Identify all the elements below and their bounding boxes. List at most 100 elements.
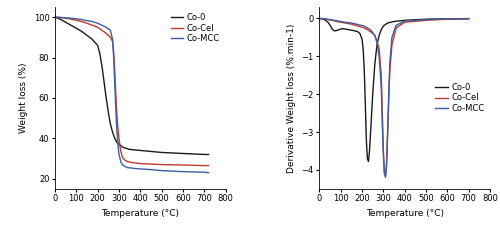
Co-MCC bbox=[389, 36, 395, 39]
Co-Cel bbox=[384, 131, 390, 133]
Co-Cel bbox=[368, 30, 374, 33]
Co-0 bbox=[112, 137, 117, 140]
Co-0 bbox=[361, 66, 367, 69]
Co-MCC bbox=[74, 17, 80, 20]
Co-0 bbox=[68, 24, 74, 27]
Co-Cel bbox=[120, 157, 126, 160]
Co-0 bbox=[327, 24, 333, 27]
Co-MCC bbox=[342, 21, 348, 24]
Co-0 bbox=[346, 28, 352, 31]
Co-0 bbox=[357, 32, 363, 35]
Co-0 bbox=[94, 44, 100, 47]
Co-Cel bbox=[378, 74, 384, 77]
Co-MCC bbox=[206, 171, 212, 174]
Co-Cel bbox=[110, 50, 116, 53]
Co-Cel bbox=[117, 145, 123, 148]
Co-Cel bbox=[110, 40, 116, 43]
Co-0 bbox=[378, 28, 384, 31]
Co-Cel bbox=[99, 29, 105, 32]
Co-Cel bbox=[325, 18, 331, 21]
Co-0 bbox=[364, 157, 370, 160]
Co-Cel bbox=[202, 164, 207, 167]
Co-0 bbox=[374, 43, 380, 46]
Co-MCC bbox=[148, 168, 154, 171]
Co-MCC bbox=[120, 164, 126, 167]
Co-MCC bbox=[382, 172, 388, 175]
Co-Cel bbox=[206, 164, 212, 167]
Co-Cel bbox=[74, 19, 80, 22]
Co-Cel bbox=[382, 174, 388, 177]
Co-Cel bbox=[103, 32, 109, 35]
Co-0 bbox=[359, 38, 365, 41]
Co-Cel bbox=[84, 22, 90, 25]
Co-MCC bbox=[374, 42, 380, 44]
Co-Cel bbox=[376, 47, 382, 50]
Legend: Co-0, Co-Cel, Co-MCC: Co-0, Co-Cel, Co-MCC bbox=[169, 11, 222, 45]
Co-0 bbox=[370, 93, 376, 96]
Co-MCC bbox=[110, 56, 116, 59]
Co-0 bbox=[332, 30, 338, 32]
Co-MCC bbox=[348, 21, 354, 24]
Line: Co-Cel: Co-Cel bbox=[320, 18, 468, 176]
Co-Cel bbox=[355, 25, 361, 27]
Line: Co-MCC: Co-MCC bbox=[320, 18, 468, 177]
Co-MCC bbox=[466, 17, 471, 20]
Co-0 bbox=[376, 34, 382, 37]
Line: Co-MCC: Co-MCC bbox=[55, 17, 208, 173]
Co-MCC bbox=[334, 19, 340, 22]
Co-0 bbox=[52, 16, 58, 19]
Co-0 bbox=[364, 138, 370, 141]
Co-Cel bbox=[113, 93, 119, 95]
Co-MCC bbox=[380, 153, 386, 156]
Co-Cel bbox=[372, 34, 378, 37]
Co-MCC bbox=[52, 16, 58, 19]
Co-0 bbox=[110, 131, 116, 134]
Co-Cel bbox=[119, 155, 125, 158]
X-axis label: Temperature (°C): Temperature (°C) bbox=[102, 209, 180, 218]
Co-0 bbox=[329, 28, 335, 30]
Co-Cel bbox=[124, 160, 130, 163]
Co-0 bbox=[106, 111, 112, 114]
Co-Cel bbox=[180, 164, 186, 166]
X-axis label: Temperature (°C): Temperature (°C) bbox=[366, 209, 444, 218]
Co-MCC bbox=[325, 18, 331, 21]
Co-MCC bbox=[78, 18, 84, 21]
Co-Cel bbox=[129, 161, 135, 164]
Line: Co-0: Co-0 bbox=[320, 18, 468, 161]
Co-MCC bbox=[423, 18, 429, 21]
Co-0 bbox=[366, 160, 372, 163]
Co-MCC bbox=[58, 16, 64, 19]
Co-0 bbox=[372, 63, 378, 65]
Co-MCC bbox=[114, 129, 120, 132]
Co-0 bbox=[148, 150, 154, 153]
Co-MCC bbox=[84, 19, 90, 22]
Co-Cel bbox=[329, 19, 335, 22]
Co-0 bbox=[101, 80, 107, 83]
Co-MCC bbox=[376, 55, 382, 58]
Co-MCC bbox=[202, 171, 207, 174]
Co-MCC bbox=[384, 165, 390, 168]
Co-0 bbox=[180, 152, 186, 155]
Co-0 bbox=[126, 148, 132, 151]
Co-Cel bbox=[90, 24, 96, 27]
Line: Co-Cel: Co-Cel bbox=[55, 17, 208, 166]
Co-0 bbox=[325, 21, 331, 24]
Co-0 bbox=[99, 64, 105, 67]
Co-0 bbox=[423, 18, 429, 21]
Co-0 bbox=[340, 27, 346, 30]
Co-MCC bbox=[94, 22, 100, 25]
Y-axis label: Derivative Weight loss (%.min-1): Derivative Weight loss (%.min-1) bbox=[287, 23, 296, 173]
Co-0 bbox=[103, 97, 109, 99]
Co-MCC bbox=[113, 107, 119, 110]
Co-Cel bbox=[393, 26, 399, 29]
Co-0 bbox=[466, 17, 471, 20]
Co-Cel bbox=[108, 36, 114, 39]
Co-MCC bbox=[115, 143, 121, 146]
Co-MCC bbox=[329, 19, 335, 21]
Co-Cel bbox=[444, 18, 450, 21]
Co-0 bbox=[384, 21, 390, 24]
Co-0 bbox=[62, 21, 68, 24]
Co-MCC bbox=[316, 17, 322, 20]
Co-0 bbox=[334, 29, 340, 32]
Co-Cel bbox=[62, 17, 68, 20]
